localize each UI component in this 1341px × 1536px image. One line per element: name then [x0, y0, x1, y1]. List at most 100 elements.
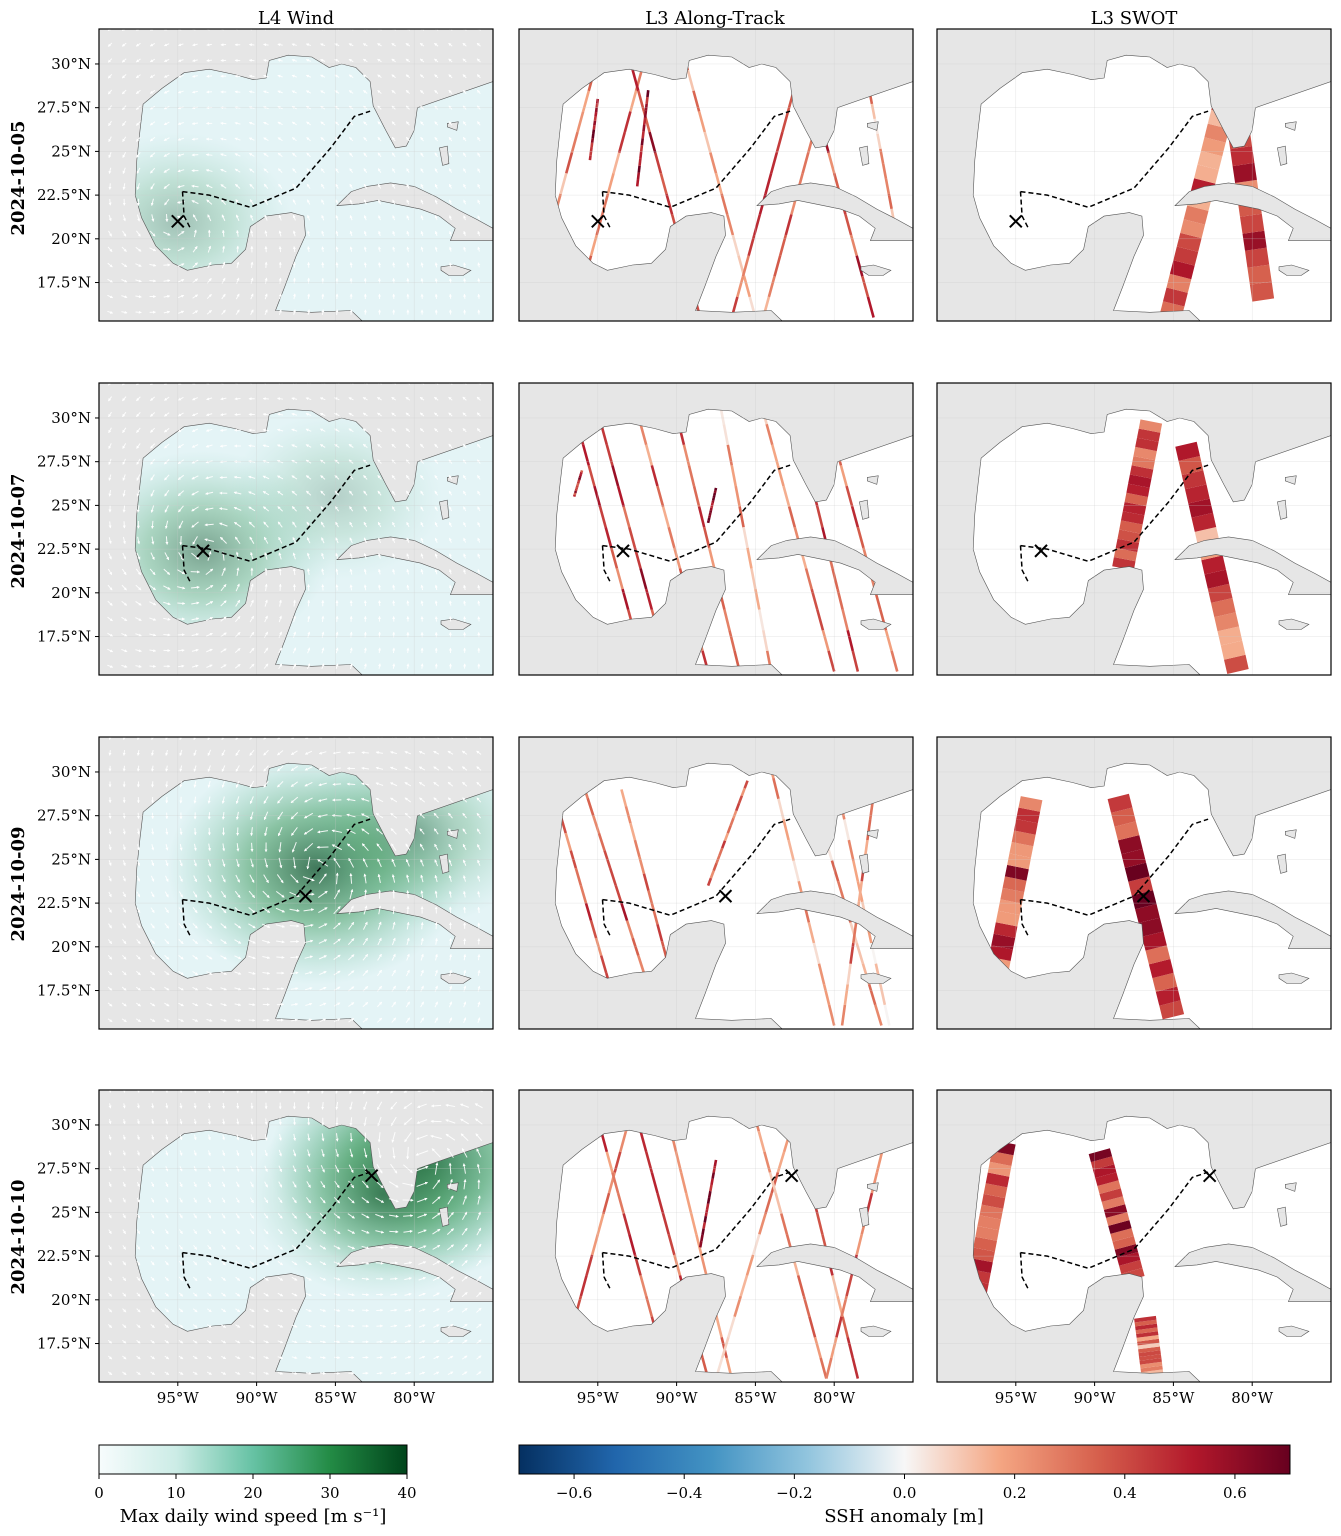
- along-track-segment: [612, 152, 621, 174]
- panel-frame: [518, 736, 914, 1030]
- storm-position-marker: [616, 544, 630, 558]
- panel-r2-c1: 30°N 27.5°N 25°N 22.5°N 20°N 17.5°N: [37, 382, 494, 676]
- along-track-segment: [702, 1222, 707, 1229]
- island: [912, 946, 913, 960]
- along-track-segment: [628, 526, 637, 549]
- along-track-segment: [742, 275, 752, 298]
- land-mass: [519, 29, 913, 321]
- lat-tick-label: 25°N: [51, 142, 91, 160]
- along-track-segment: [706, 520, 710, 524]
- along-track-segment: [722, 423, 730, 446]
- along-track-segment: [707, 517, 711, 521]
- swot-swath-cell: [993, 922, 1018, 938]
- along-track-segment: [726, 825, 732, 834]
- along-track-segment: [741, 255, 750, 277]
- swot-swath-cell: [1201, 555, 1226, 575]
- along-track-segment: [884, 629, 893, 652]
- along-track-segment: [727, 1316, 736, 1338]
- along-track-segment: [883, 1004, 891, 1026]
- along-track-segment: [739, 1275, 749, 1297]
- along-track-segment: [619, 1130, 628, 1153]
- along-track-segment: [703, 131, 712, 153]
- along-track-segment: [866, 819, 872, 841]
- swot-swath-cell: [1194, 164, 1219, 184]
- along-track-segment: [579, 473, 583, 477]
- along-track-segment: [827, 152, 836, 174]
- along-track-segment: [577, 479, 581, 483]
- along-track-segment: [613, 1151, 622, 1173]
- swot-swath-cell: [1138, 419, 1163, 433]
- along-track-segment: [573, 492, 577, 496]
- island: [440, 618, 472, 630]
- island: [859, 499, 870, 520]
- row-label-1: 2024-10-05: [8, 120, 29, 235]
- along-track-segment: [714, 172, 723, 195]
- swot-swath-cell: [1014, 819, 1038, 835]
- along-track-segment: [621, 588, 630, 611]
- wind-vectors: [107, 737, 482, 1024]
- along-track-segment: [735, 802, 741, 812]
- along-track-segment: [661, 506, 670, 528]
- swot-swath-cell: [1124, 862, 1150, 882]
- ssh-colorbar-tick: 0.4: [1113, 1484, 1137, 1502]
- along-track-segment: [578, 475, 582, 479]
- panel-frame: [98, 382, 494, 676]
- panel-frame: [98, 28, 494, 322]
- along-track-segment: [758, 1213, 767, 1235]
- island: [1330, 592, 1331, 606]
- along-track-segment: [629, 90, 638, 112]
- column-title-wind: L4 Wind: [258, 8, 334, 29]
- swot-swath-cell: [1249, 281, 1275, 302]
- island: [859, 853, 870, 874]
- along-track-segment: [631, 69, 640, 92]
- along-track-segment: [574, 490, 578, 494]
- along-track-segment: [709, 1184, 713, 1192]
- panel-frame: [98, 736, 494, 1030]
- along-track-segment: [564, 832, 573, 852]
- swot-swath-cell: [1181, 470, 1207, 490]
- along-track-segment: [712, 1165, 717, 1173]
- island: [492, 238, 493, 252]
- along-track-segment: [849, 234, 858, 257]
- swot-swath-cell: [1197, 150, 1223, 170]
- swot-swath-cell: [1185, 484, 1210, 504]
- along-track-segment: [644, 444, 654, 466]
- lat-tick-label: 25°N: [51, 850, 91, 868]
- storm-track: [602, 110, 791, 209]
- swot-swath-cell: [1214, 612, 1239, 632]
- along-track-segment: [875, 1151, 884, 1173]
- along-track-segment: [639, 145, 644, 153]
- along-track-segment: [843, 984, 849, 1006]
- map-panels: 30°N 27.5°N 25°N 22.5°N 20°N 17.5°N 30°N 27.5°N…: [37, 28, 1332, 1407]
- ssh-colorbar-tick: −0.6: [556, 1484, 592, 1502]
- wind-colorbar-tick: 30: [320, 1484, 339, 1502]
- along-track-segment: [636, 172, 641, 180]
- along-track-segment: [701, 1228, 705, 1236]
- lon-tick-label: 80°W: [813, 1389, 856, 1407]
- storm-track: [1020, 110, 1209, 209]
- island: [860, 972, 892, 984]
- swot-swath-cell: [1138, 1346, 1161, 1354]
- along-track-segment: [628, 1233, 637, 1256]
- island: [446, 829, 459, 839]
- along-track-segment: [686, 69, 695, 92]
- swot-swath-cell: [1128, 474, 1152, 488]
- along-track-segment: [610, 547, 619, 569]
- storm-track-start: [601, 1252, 612, 1290]
- along-track-segment: [801, 152, 810, 174]
- along-track-segment: [641, 131, 645, 139]
- island: [1285, 829, 1297, 839]
- swot-swath-cell: [1108, 1220, 1132, 1234]
- panel-r2-c2: [518, 382, 914, 676]
- along-track-segment: [606, 172, 615, 195]
- swot-swath-cell: [1175, 441, 1200, 461]
- along-track-segment: [856, 526, 865, 549]
- along-track-segment: [787, 839, 795, 861]
- swot-swath-cell: [1173, 246, 1199, 266]
- island: [912, 1299, 913, 1313]
- storm-track: [182, 1171, 371, 1270]
- lat-tick-label: 17.5°N: [37, 274, 91, 292]
- wind-vectors: [107, 383, 481, 670]
- swot-swath-cell: [1242, 230, 1267, 251]
- island: [439, 853, 450, 874]
